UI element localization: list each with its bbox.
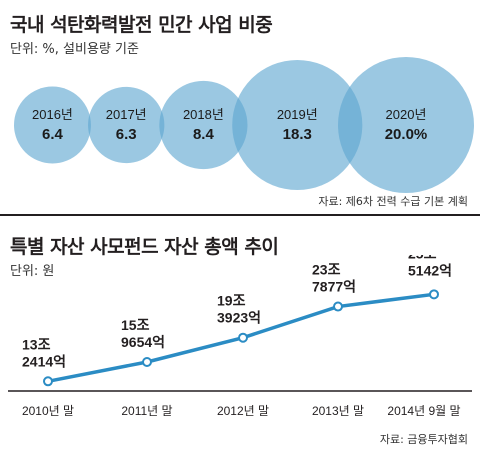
bubble-value-label: 18.3: [283, 126, 312, 143]
line-chart-unit: 단위: 원: [10, 264, 55, 279]
data-label-jo: 19조: [217, 293, 246, 309]
data-label-eok: 3923억: [217, 310, 261, 326]
bubble-value-label: 20.0%: [385, 126, 428, 143]
bubble-2017년: [88, 86, 165, 164]
data-label-jo: 25조: [408, 255, 437, 261]
data-label-eok: 5142억: [408, 262, 452, 278]
data-point: [43, 376, 53, 387]
bubble-chart-unit: 단위: %, 설비용량 기준: [10, 42, 139, 57]
line-chart-source: 자료: 금융투자협회: [379, 433, 468, 446]
bubble-year-label: 2017년: [106, 107, 147, 122]
x-tick-label: 2014년 9월 말: [387, 404, 460, 418]
line-chart-title: 특별 자산 사모펀드 자산 총액 추이: [10, 236, 279, 258]
bubble-year-label: 2020년: [386, 107, 427, 122]
data-label-jo: 23조: [312, 262, 341, 278]
bubble-chart-source: 자료: 제6차 전력 수급 기본 계획: [318, 195, 468, 208]
bubble-chart: 2016년 6.4 2017년 6.3 2018년 8.4 2019년 18.3 2020년 20…: [14, 57, 474, 193]
bubble-value-label: 8.4: [193, 126, 215, 143]
bubble-2016년: [14, 86, 91, 164]
bubble-2018년: [159, 80, 248, 170]
bubble-value-label: 6.4: [42, 126, 64, 143]
data-label-jo: 15조: [121, 317, 150, 333]
bubble-year-label: 2018년: [183, 107, 224, 122]
x-tick-label: 2013년 말: [312, 404, 364, 418]
bubble-year-label: 2016년: [32, 107, 73, 122]
data-label-eok: 7877억: [312, 279, 356, 295]
bubble-year-label: 2019년: [277, 107, 318, 122]
bubble-2020년: [338, 57, 474, 193]
x-tick-label: 2011년 말: [121, 404, 172, 418]
bubble-value-label: 6.3: [116, 126, 137, 143]
data-label-eok: 9654억: [121, 334, 165, 350]
data-label-jo: 13조: [22, 336, 51, 352]
bubble-2019년: [232, 59, 363, 191]
data-point: [333, 301, 343, 312]
data-point: [429, 289, 439, 300]
section-divider: [0, 214, 480, 216]
data-point: [238, 332, 248, 343]
x-tick-label: 2010년 말: [22, 404, 74, 418]
bubble-chart-title: 국내 석탄화력발전 민간 사업 비중: [10, 14, 273, 36]
data-point: [142, 356, 152, 367]
x-tick-label: 2012년 말: [217, 404, 269, 418]
data-label-eok: 2414억: [22, 353, 66, 369]
